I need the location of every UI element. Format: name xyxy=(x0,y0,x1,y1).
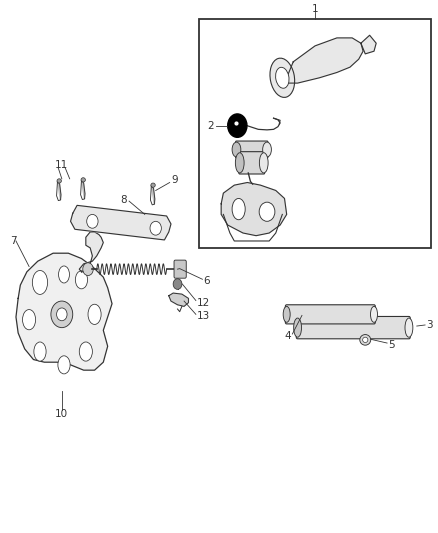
Circle shape xyxy=(83,263,93,276)
Ellipse shape xyxy=(232,198,245,220)
Ellipse shape xyxy=(405,318,413,337)
Circle shape xyxy=(51,301,73,328)
Ellipse shape xyxy=(263,142,272,157)
Text: 13: 13 xyxy=(197,311,210,321)
Ellipse shape xyxy=(363,337,368,343)
FancyBboxPatch shape xyxy=(296,317,410,339)
Ellipse shape xyxy=(235,153,244,173)
Circle shape xyxy=(173,279,182,289)
Ellipse shape xyxy=(151,183,155,187)
Circle shape xyxy=(150,221,161,235)
Ellipse shape xyxy=(81,177,85,182)
Ellipse shape xyxy=(32,270,48,294)
Ellipse shape xyxy=(283,306,290,322)
Circle shape xyxy=(87,214,98,228)
Ellipse shape xyxy=(75,271,88,289)
Text: 2: 2 xyxy=(207,120,214,131)
Polygon shape xyxy=(361,35,376,54)
Text: 10: 10 xyxy=(55,409,68,419)
Polygon shape xyxy=(16,253,112,370)
Ellipse shape xyxy=(270,58,295,98)
Polygon shape xyxy=(221,182,287,236)
Polygon shape xyxy=(71,205,171,240)
Text: 12: 12 xyxy=(197,297,210,308)
Ellipse shape xyxy=(34,342,46,361)
Polygon shape xyxy=(57,181,61,200)
Circle shape xyxy=(259,202,275,221)
Text: 6: 6 xyxy=(204,277,210,286)
Ellipse shape xyxy=(371,306,378,322)
Text: 4: 4 xyxy=(284,330,291,341)
Ellipse shape xyxy=(276,67,289,88)
Text: 9: 9 xyxy=(171,175,177,185)
Polygon shape xyxy=(169,293,188,306)
Text: 8: 8 xyxy=(121,195,127,205)
Ellipse shape xyxy=(259,153,268,173)
Text: 5: 5 xyxy=(389,340,395,350)
Polygon shape xyxy=(285,38,363,83)
Ellipse shape xyxy=(22,310,35,330)
Text: 3: 3 xyxy=(426,320,433,330)
Ellipse shape xyxy=(57,179,61,183)
FancyBboxPatch shape xyxy=(174,260,186,278)
Polygon shape xyxy=(151,185,155,204)
Ellipse shape xyxy=(59,266,70,283)
Polygon shape xyxy=(81,180,85,199)
Ellipse shape xyxy=(232,142,241,157)
Circle shape xyxy=(57,308,67,321)
Polygon shape xyxy=(79,232,103,272)
FancyBboxPatch shape xyxy=(286,305,375,324)
Ellipse shape xyxy=(58,356,70,374)
Bar xyxy=(199,19,431,248)
Text: 7: 7 xyxy=(11,236,17,246)
Text: 11: 11 xyxy=(55,160,68,171)
Ellipse shape xyxy=(293,318,301,337)
Ellipse shape xyxy=(79,342,92,361)
FancyBboxPatch shape xyxy=(236,141,268,158)
Circle shape xyxy=(228,114,247,138)
Ellipse shape xyxy=(360,335,371,345)
Ellipse shape xyxy=(88,304,101,325)
FancyBboxPatch shape xyxy=(239,152,265,174)
Text: 1: 1 xyxy=(312,4,318,14)
